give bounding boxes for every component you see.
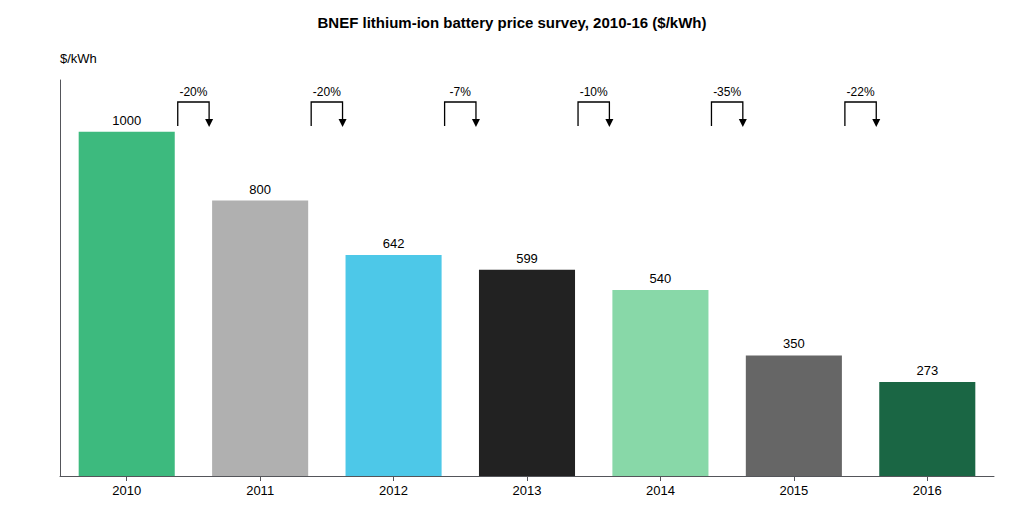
svg-text:$/kWh: $/kWh — [60, 51, 97, 66]
svg-text:1000: 1000 — [112, 113, 141, 128]
svg-text:-22%: -22% — [847, 85, 875, 99]
svg-text:2015: 2015 — [779, 483, 808, 498]
svg-text:-35%: -35% — [713, 85, 741, 99]
svg-text:2016: 2016 — [913, 483, 942, 498]
svg-text:-20%: -20% — [179, 85, 207, 99]
svg-text:2013: 2013 — [513, 483, 542, 498]
svg-text:599: 599 — [516, 251, 538, 266]
svg-text:2014: 2014 — [646, 483, 675, 498]
svg-text:2011: 2011 — [246, 483, 274, 498]
svg-text:-20%: -20% — [313, 85, 341, 99]
svg-text:800: 800 — [249, 182, 271, 197]
svg-text:BNEF lithium-ion battery price: BNEF lithium-ion battery price survey, 2… — [318, 14, 707, 31]
svg-text:273: 273 — [916, 363, 938, 378]
svg-text:350: 350 — [783, 336, 805, 351]
svg-text:642: 642 — [383, 236, 405, 251]
svg-text:-10%: -10% — [580, 85, 608, 99]
svg-text:2012: 2012 — [379, 483, 408, 498]
svg-text:540: 540 — [650, 271, 672, 286]
svg-text:2010: 2010 — [112, 483, 141, 498]
svg-text:-7%: -7% — [450, 85, 472, 99]
